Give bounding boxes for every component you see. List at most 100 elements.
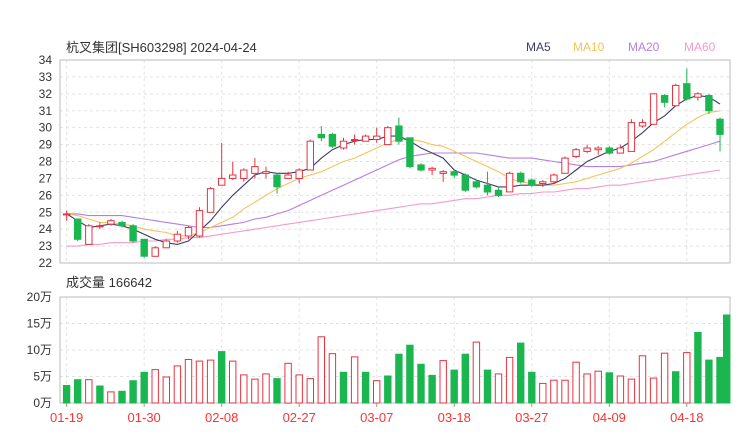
price-tick-label: 29 [39, 138, 53, 152]
candle-body [317, 133, 326, 139]
volume-bar [240, 374, 248, 404]
volume-tick-label: 0万 [33, 396, 52, 410]
volume-bar [672, 371, 680, 404]
volume-bar [85, 379, 93, 404]
legend-ma10: MA10 [573, 40, 605, 54]
candle-body [450, 171, 458, 176]
ma60-line [66, 169, 721, 247]
candle-body [472, 181, 481, 188]
volume-tick-label: 5万 [33, 370, 52, 384]
candle-body [561, 157, 569, 174]
volume-bar [572, 361, 580, 404]
volume-bar [173, 365, 182, 404]
volume-bar [461, 353, 470, 404]
candle-body [251, 166, 259, 174]
candle-body [107, 220, 115, 225]
price-tick-label: 23 [39, 239, 53, 253]
volume-bar [472, 341, 481, 404]
volume-bar [328, 353, 337, 404]
price-tick-label: 27 [39, 171, 53, 185]
volume-bar [107, 391, 115, 404]
candlesticks [62, 68, 724, 258]
volume-bar [218, 351, 226, 404]
price-tick-label: 28 [39, 155, 53, 169]
candle-body [96, 225, 104, 228]
candle-body [129, 225, 137, 242]
volume-bar [605, 372, 613, 404]
volume-bar [361, 371, 370, 404]
candle-body [672, 84, 680, 107]
candle-body [694, 93, 702, 98]
date-label: 03-18 [438, 410, 471, 425]
candle-body [273, 174, 281, 188]
candle-body [705, 95, 713, 112]
volume-bar [649, 377, 658, 404]
volume-bar [62, 385, 71, 404]
volume-bar [395, 353, 403, 404]
volume-bar [162, 376, 171, 404]
volume-bar [384, 375, 392, 404]
volume-bar [417, 363, 425, 404]
ma20-line [66, 140, 721, 229]
volume-bar [616, 375, 625, 404]
volume-bar [406, 344, 414, 404]
date-axis-labels: 01-19 01-30 02-08 02-27 03-07 03-18 03-27 04-09… [50, 403, 703, 425]
volume-bar [550, 379, 558, 404]
volume-bar [683, 352, 691, 404]
moving-average-lines [66, 94, 721, 247]
volume-bar [528, 371, 536, 404]
legend-ma60: MA60 [684, 40, 716, 54]
candle-body [683, 83, 691, 100]
volume-bar [705, 359, 713, 404]
candle-body [262, 171, 270, 174]
volume-bar [660, 352, 669, 404]
candle-body [406, 137, 414, 168]
candle-body [339, 140, 348, 149]
volume-bar [517, 342, 525, 404]
date-label: 02-08 [205, 410, 238, 425]
volume-tick-label: 15万 [27, 317, 52, 331]
price-tick-label: 25 [39, 205, 53, 219]
volume-bar [140, 371, 148, 404]
volume-title: 成交量 166642 [66, 275, 152, 290]
legend-ma20: MA20 [628, 40, 660, 54]
volume-bar [118, 390, 126, 404]
volume-bar [184, 359, 193, 404]
candle-body [539, 181, 547, 185]
candle-body [195, 210, 204, 237]
price-tick-label: 22 [39, 256, 53, 270]
volume-tick-label: 20万 [27, 290, 52, 304]
date-label: 03-07 [360, 410, 393, 425]
candle-body [550, 174, 558, 183]
price-tick-label: 32 [39, 87, 53, 101]
volume-bar [317, 336, 326, 404]
volume-bar [694, 332, 702, 404]
date-label: 04-09 [593, 410, 626, 425]
volume-bar [373, 380, 381, 404]
volume-bar [716, 356, 724, 404]
volume-tick-label: 10万 [27, 343, 52, 357]
candle-body [184, 227, 193, 237]
volume-bar [483, 369, 492, 404]
volume-bar [494, 373, 503, 404]
volume-bar [339, 371, 348, 404]
volume-bar [284, 362, 292, 404]
candle-body [85, 225, 93, 245]
volume-bar [450, 369, 458, 404]
candle-body [373, 135, 381, 141]
price-tick-label: 34 [39, 53, 53, 67]
legend: MA5 MA10 MA20 MA60 [526, 40, 716, 54]
volume-bar [583, 373, 591, 404]
price-tick-label: 26 [39, 188, 53, 202]
date-label: 04-18 [670, 410, 703, 425]
candle-body [616, 147, 625, 154]
candle-body [505, 172, 514, 193]
candle-body [162, 240, 171, 249]
volume-axis-labels: 0万 5万 10万 15万 20万 [27, 290, 52, 410]
candle-body [173, 233, 182, 242]
ma10-line [66, 110, 721, 237]
candle-body [284, 174, 292, 179]
price-axis-labels: 22 23 24 25 26 27 28 29 30 31 32 33 34 [39, 53, 53, 270]
candle-body [140, 238, 148, 257]
